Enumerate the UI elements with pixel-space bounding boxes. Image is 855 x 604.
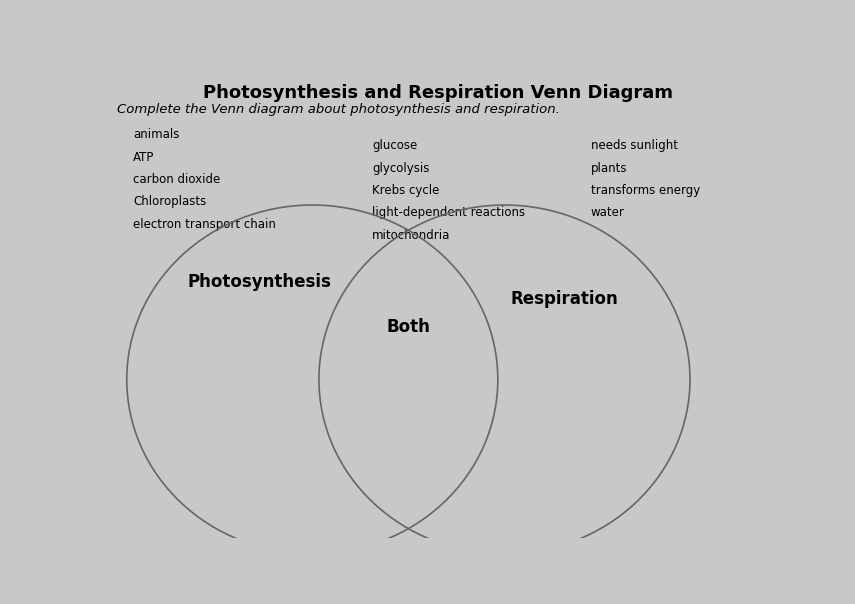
Text: Respiration: Respiration xyxy=(510,290,618,308)
Text: glycolysis: glycolysis xyxy=(372,162,429,175)
Text: plants: plants xyxy=(591,162,627,175)
Text: Photosynthesis: Photosynthesis xyxy=(187,273,331,291)
Text: water: water xyxy=(591,207,624,219)
Text: Chloroplasts: Chloroplasts xyxy=(133,195,207,208)
Text: carbon dioxide: carbon dioxide xyxy=(133,173,221,186)
Text: Krebs cycle: Krebs cycle xyxy=(372,184,439,197)
Text: ATP: ATP xyxy=(133,150,155,164)
Text: mitochondria: mitochondria xyxy=(372,229,451,242)
Text: light-dependent reactions: light-dependent reactions xyxy=(372,207,525,219)
Text: transforms energy: transforms energy xyxy=(591,184,700,197)
Text: animals: animals xyxy=(133,128,180,141)
Text: electron transport chain: electron transport chain xyxy=(133,217,276,231)
Text: Photosynthesis and Respiration Venn Diagram: Photosynthesis and Respiration Venn Diag… xyxy=(203,84,673,102)
Text: Complete the Venn diagram about photosynthesis and respiration.: Complete the Venn diagram about photosyn… xyxy=(117,103,560,116)
Text: Both: Both xyxy=(386,318,430,336)
Text: glucose: glucose xyxy=(372,140,417,152)
Text: needs sunlight: needs sunlight xyxy=(591,140,678,152)
